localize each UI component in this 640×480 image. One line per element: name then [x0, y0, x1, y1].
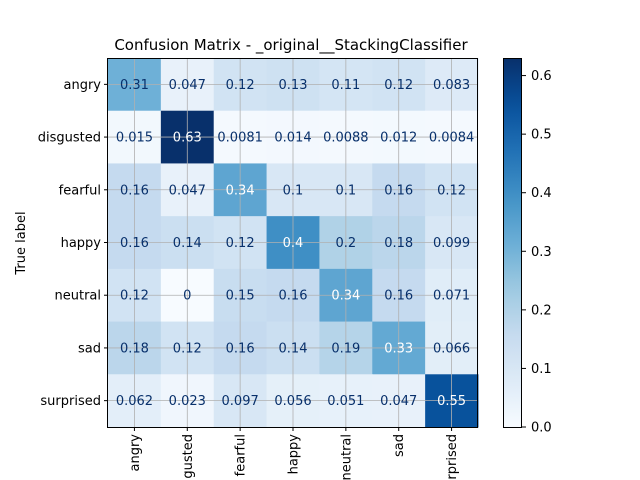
x-tick-label: fearful	[234, 434, 249, 476]
cell-value-label: 0.14	[279, 341, 308, 356]
cell-value-label: 0.12	[384, 78, 413, 93]
cell-value-label: 0.047	[380, 394, 417, 409]
chart-title: Confusion Matrix - _original__StackingCl…	[114, 36, 468, 55]
cell-value-label: 0.071	[433, 289, 470, 304]
cell-value-label: 0.2	[336, 236, 357, 251]
cell-value-label: 0	[183, 289, 191, 304]
cell-value-label: 0.0084	[429, 131, 475, 146]
cell-value-label: 0.4	[283, 236, 304, 251]
colorbar-tick-label: 0.0	[531, 421, 552, 436]
cell-value-label: 0.16	[384, 183, 413, 198]
cell-value-label: 0.1	[283, 183, 304, 198]
y-tick-label: neutral	[55, 289, 102, 304]
y-tick-label: angry	[64, 78, 102, 93]
cell-value-label: 0.097	[222, 394, 259, 409]
cell-value-label: 0.31	[120, 78, 149, 93]
cell-value-label: 0.55	[437, 394, 466, 409]
grid-lines	[108, 58, 478, 427]
x-tick-label: sad	[392, 434, 407, 457]
y-axis-ticks: angry disgusted fearful happy neutral sad surp…	[38, 78, 108, 409]
cell-value-label: 0.33	[384, 341, 413, 356]
cell-value-label: 0.056	[274, 394, 311, 409]
cell-value-label: 0.16	[120, 183, 149, 198]
y-axis-label: True label	[14, 211, 29, 275]
cell-value-label: 0.16	[120, 236, 149, 251]
cell-value-label: 0.012	[380, 131, 417, 146]
cell-value-label: 0.0081	[217, 131, 263, 146]
x-tick-label: happy	[287, 434, 302, 475]
cell-value-label: 0.062	[116, 394, 153, 409]
cell-value-labels: 0.31 0.047 0.12 0.13 0.11 0.12 0.083 0.015 0.63 0…	[116, 78, 475, 409]
cell-value-label: 0.16	[279, 289, 308, 304]
x-tick-label: neutral	[339, 434, 354, 480]
cell-value-label: 0.047	[169, 183, 206, 198]
colorbar-tick-label: 0.3	[531, 245, 552, 260]
cell-value-label: 0.18	[120, 341, 149, 356]
cell-value-label: 0.083	[433, 78, 470, 93]
cell-value-label: 0.015	[116, 131, 153, 146]
colorbar-tick-label: 0.2	[531, 303, 552, 318]
x-tick-label: rprised	[445, 434, 460, 480]
colorbar-ticks: 0.0 0.1 0.2 0.3 0.4 0.5 0.6	[522, 69, 552, 436]
cell-value-label: 0.023	[169, 394, 206, 409]
x-tick-label: gusted	[181, 434, 196, 479]
cell-value-label: 0.12	[226, 236, 255, 251]
cell-value-label: 0.12	[226, 78, 255, 93]
colorbar-tick-label: 0.5	[531, 128, 552, 143]
y-tick-label: happy	[61, 236, 102, 251]
cell-value-label: 0.014	[274, 131, 311, 146]
cell-value-label: 0.11	[331, 78, 360, 93]
cell-value-label: 0.16	[384, 289, 413, 304]
x-axis-ticks: angry gusted fearful happy neutral sad rprised	[128, 427, 460, 480]
cell-value-label: 0.19	[331, 341, 360, 356]
colorbar-tick-label: 0.6	[531, 69, 552, 84]
cell-value-label: 0.18	[384, 236, 413, 251]
cell-value-label: 0.1	[336, 183, 357, 198]
y-tick-label: surprised	[40, 394, 101, 409]
x-tick-label: angry	[128, 434, 143, 472]
cell-value-label: 0.12	[120, 289, 149, 304]
cell-value-label: 0.14	[173, 236, 202, 251]
cell-value-label: 0.16	[226, 341, 255, 356]
cell-value-label: 0.15	[226, 289, 255, 304]
cell-value-label: 0.099	[433, 236, 470, 251]
cell-value-label: 0.34	[226, 183, 255, 198]
cell-value-label: 0.13	[279, 78, 308, 93]
y-tick-label: disgusted	[38, 131, 101, 146]
cell-value-label: 0.12	[437, 183, 466, 198]
cell-value-label: 0.63	[173, 131, 202, 146]
y-tick-label: fearful	[59, 183, 101, 198]
colorbar-tick-label: 0.1	[531, 362, 552, 377]
colorbar	[503, 58, 522, 428]
colorbar-tick-label: 0.4	[531, 186, 552, 201]
cell-value-label: 0.12	[173, 341, 202, 356]
cell-value-label: 0.34	[331, 289, 360, 304]
cell-value-label: 0.0088	[323, 131, 369, 146]
cell-value-label: 0.066	[433, 341, 470, 356]
y-tick-label: sad	[78, 341, 101, 356]
cell-value-label: 0.047	[169, 78, 206, 93]
cell-value-label: 0.051	[327, 394, 364, 409]
